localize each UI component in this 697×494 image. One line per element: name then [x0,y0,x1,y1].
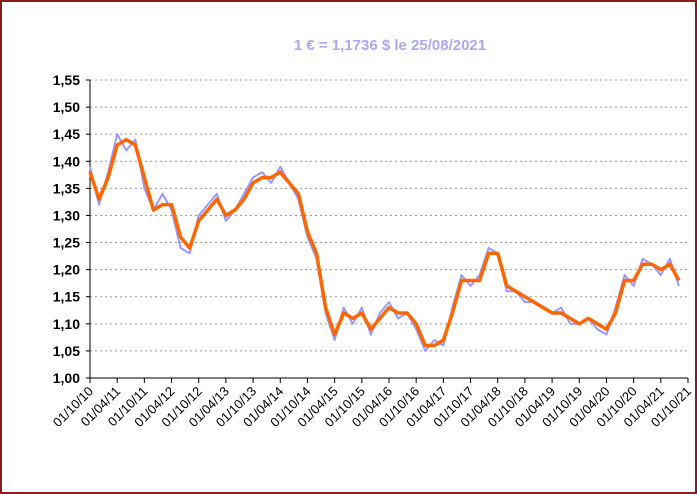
series-line [88,137,681,348]
y-tick-label: 1,00 [53,370,80,386]
y-tick-label: 1,20 [53,262,80,278]
y-tick-label: 1,45 [53,126,80,142]
y-tick-label: 1,15 [53,289,80,305]
y-tick-label: 1,50 [53,99,80,115]
y-tick-label: 1,10 [53,316,80,332]
y-tick-label: 1,40 [53,153,80,169]
y-tick-label: 1,25 [53,235,80,251]
y-tick-label: 1,30 [53,207,80,223]
y-tick-label: 1,55 [53,72,80,88]
y-tick-label: 1,05 [53,343,80,359]
y-tick-label: 1,35 [53,180,80,196]
chart-title: 1 € = 1,1736 $ le 25/08/2021 [294,37,486,54]
